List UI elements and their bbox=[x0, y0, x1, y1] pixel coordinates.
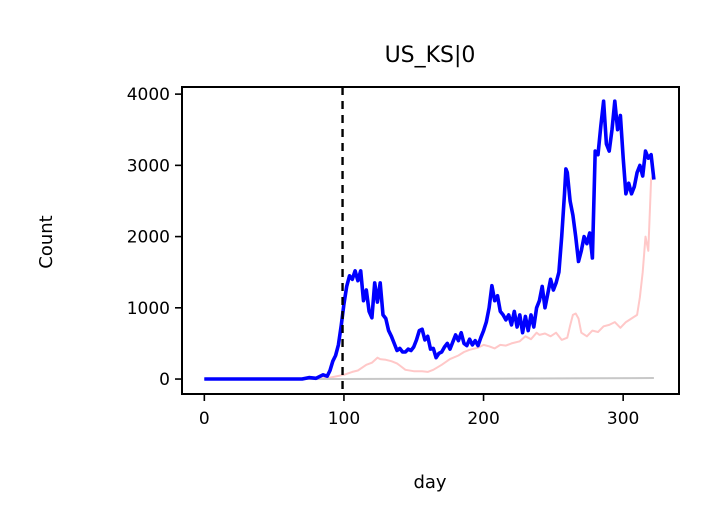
x-tick-label: 0 bbox=[199, 409, 210, 429]
y-tick-label: 1000 bbox=[127, 299, 170, 319]
series-line-1 bbox=[204, 172, 655, 380]
y-tick-label: 3000 bbox=[127, 156, 170, 176]
y-tick-label: 4000 bbox=[127, 85, 170, 105]
y-tick-label: 2000 bbox=[127, 228, 170, 248]
x-axis-label: day bbox=[413, 472, 446, 493]
x-tick-label: 100 bbox=[328, 409, 360, 429]
chart-title: US_KS|0 bbox=[385, 43, 476, 68]
x-tick-label: 300 bbox=[607, 409, 639, 429]
plot-frame bbox=[181, 86, 680, 395]
x-tick-label: 200 bbox=[467, 409, 499, 429]
y-tick-label: 0 bbox=[159, 370, 170, 390]
y-axis-label: Count bbox=[36, 215, 57, 268]
series-line-0 bbox=[204, 99, 656, 381]
series-layer bbox=[204, 99, 656, 381]
